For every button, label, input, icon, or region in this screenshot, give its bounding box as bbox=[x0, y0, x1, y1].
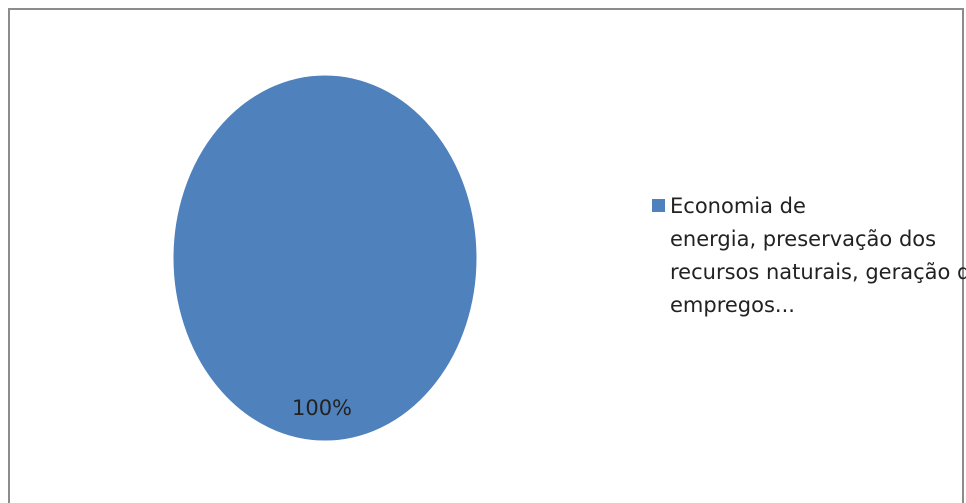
pie-slice bbox=[172, 74, 478, 442]
legend-line: energia, preservação dos bbox=[670, 227, 937, 251]
legend-line: empregos... bbox=[670, 293, 795, 317]
legend-line: Economia de bbox=[652, 190, 957, 223]
legend: Economia de energia, preservação dos rec… bbox=[652, 190, 966, 322]
legend-line: recursos naturais, geração de bbox=[670, 260, 966, 284]
pie-slices bbox=[172, 74, 478, 442]
pie-data-label: 100% bbox=[292, 396, 352, 420]
legend-swatch bbox=[652, 199, 665, 212]
legend-entry-text: Economia de bbox=[670, 194, 806, 218]
chart-frame bbox=[8, 8, 964, 503]
